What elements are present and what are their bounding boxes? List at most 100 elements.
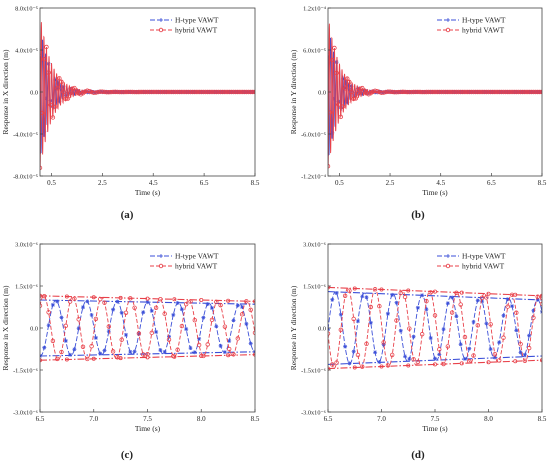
data-point — [147, 89, 152, 95]
data-point — [514, 89, 519, 95]
data-point — [138, 89, 144, 95]
data-point — [492, 89, 498, 95]
y-tick-label: 1.5x10⁻⁶ — [303, 284, 326, 291]
envelope-line — [328, 291, 542, 301]
data-point — [437, 352, 442, 357]
data-point — [345, 76, 350, 81]
data-point — [226, 346, 232, 352]
data-point — [360, 92, 365, 97]
data-point — [390, 292, 395, 297]
data-point — [407, 326, 412, 331]
data-point — [203, 89, 208, 95]
envelope-point — [64, 357, 69, 362]
data-point — [422, 89, 427, 95]
data-point — [93, 335, 98, 340]
series-line — [40, 22, 255, 170]
data-point — [76, 317, 81, 322]
data-point — [439, 89, 444, 95]
data-point — [72, 347, 77, 352]
data-point — [520, 89, 525, 95]
data-point — [445, 89, 451, 95]
data-point — [390, 352, 395, 358]
data-point — [59, 79, 64, 84]
data-point — [151, 89, 157, 95]
data-point — [164, 89, 170, 95]
data-point — [119, 310, 124, 315]
data-point — [488, 322, 493, 327]
data-point — [402, 294, 408, 300]
envelope-point — [91, 295, 96, 300]
y-axis-label: Response in X direction (m) — [1, 285, 10, 370]
y-tick-label: -1.5x10⁻⁶ — [301, 368, 326, 375]
data-point — [59, 315, 64, 320]
data-point — [214, 89, 219, 95]
envelope-point — [352, 286, 357, 291]
data-point — [179, 323, 185, 329]
data-point — [402, 89, 408, 95]
data-point — [46, 323, 51, 328]
legend-marker — [159, 18, 163, 22]
data-point — [97, 89, 103, 94]
chart-panel-3: 6.5 7.0 7.5 8.0 8.5 -3.0x10⁻⁶ -1.5x10⁻⁶ 0.0 1.5x… — [1, 242, 260, 434]
data-point — [411, 357, 416, 362]
data-point — [509, 89, 515, 95]
data-point — [46, 70, 51, 75]
data-point — [57, 99, 62, 104]
data-point — [511, 89, 517, 95]
data-point — [207, 89, 213, 95]
data-point — [373, 350, 378, 355]
data-point — [134, 89, 139, 95]
data-point — [227, 338, 232, 343]
data-point — [149, 308, 154, 313]
data-point — [377, 303, 382, 309]
data-point — [392, 89, 397, 95]
data-point — [149, 89, 154, 95]
data-point — [55, 356, 60, 362]
data-point — [372, 88, 378, 93]
data-point — [132, 349, 137, 354]
data-point — [411, 334, 416, 339]
x-axis-label: Time (s) — [422, 188, 448, 197]
data-point — [70, 86, 75, 91]
data-point — [110, 89, 116, 95]
data-point — [158, 89, 163, 95]
data-point — [473, 89, 478, 95]
data-point — [484, 321, 489, 326]
envelope-point — [118, 356, 123, 361]
data-point — [160, 89, 165, 95]
data-point — [199, 89, 204, 95]
data-point — [173, 89, 178, 95]
y-tick-label: -1.5x10⁻⁶ — [13, 368, 38, 375]
data-point — [518, 341, 523, 347]
data-point — [497, 358, 502, 363]
y-tick-label: -6.0x10⁻⁵ — [301, 132, 326, 139]
legend-entry: hybrid VAWT — [462, 262, 505, 271]
data-point — [437, 347, 442, 352]
data-point — [342, 86, 348, 91]
y-tick-label: 0.0 — [318, 326, 326, 333]
data-point — [533, 89, 538, 95]
data-point — [113, 89, 118, 95]
data-point — [424, 299, 429, 304]
y-tick-label: 0.0 — [318, 90, 326, 97]
x-tick-label: 8.5 — [538, 179, 547, 187]
legend-marker — [446, 254, 450, 258]
data-point — [514, 328, 519, 333]
data-point — [190, 89, 195, 95]
data-point — [63, 323, 68, 329]
data-point — [467, 346, 472, 351]
x-tick-label: 4.5 — [149, 179, 158, 187]
data-point — [355, 319, 360, 324]
envelope-point — [199, 353, 204, 358]
data-point — [44, 96, 49, 101]
data-point — [242, 89, 247, 95]
data-point — [53, 77, 58, 82]
data-point — [192, 317, 197, 323]
data-point — [522, 89, 528, 95]
data-point — [353, 96, 359, 101]
data-point — [119, 89, 124, 95]
envelope-point — [486, 291, 491, 296]
data-point — [145, 300, 150, 305]
envelope-point — [172, 354, 177, 359]
data-point — [183, 89, 189, 95]
